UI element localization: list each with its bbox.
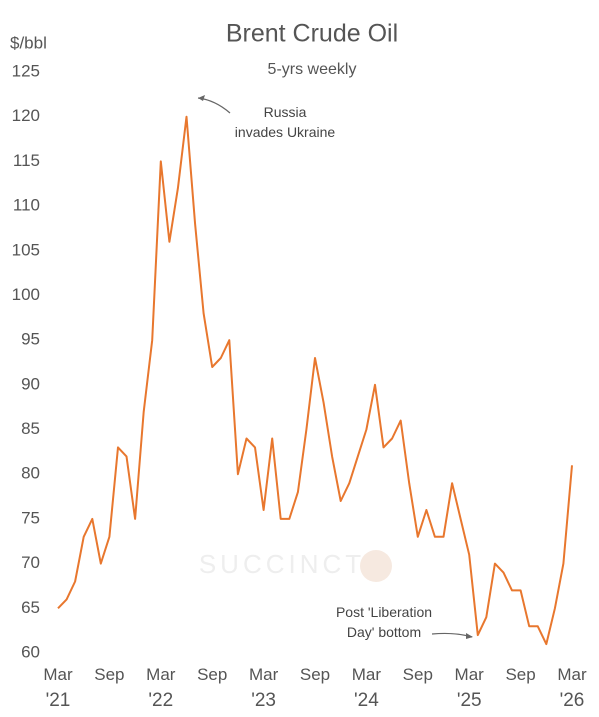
annotation: Post 'Liberation Day' bottom <box>336 604 432 640</box>
y-tick-label: 125 <box>12 61 40 80</box>
x-tick-label: Mar '22 <box>146 665 176 711</box>
y-axis-label: $/bbl <box>10 33 47 52</box>
watermark-logo <box>360 550 392 582</box>
x-tick-label: Sep <box>197 665 227 684</box>
x-tick-label: Mar '23 <box>249 665 279 711</box>
y-tick-label: 60 <box>21 642 40 661</box>
y-tick-label: 90 <box>21 374 40 393</box>
y-tick-label: 120 <box>12 106 40 125</box>
x-tick-label: Mar '21 <box>43 665 73 711</box>
y-tick-label: 110 <box>13 196 40 215</box>
x-tick-label: Mar '25 <box>455 665 485 711</box>
chart-title: Brent Crude Oil <box>226 20 398 48</box>
x-tick-label: Sep <box>94 665 124 684</box>
y-tick-label: 95 <box>21 330 40 349</box>
y-tick-label: 70 <box>21 553 40 572</box>
x-tick-label: Sep <box>300 665 330 684</box>
y-tick-label: 105 <box>12 240 40 259</box>
line-series <box>57 115 573 646</box>
y-tick-label: 80 <box>21 464 40 483</box>
y-tick-label: 75 <box>21 508 40 527</box>
watermark: SUCCINCT <box>199 549 365 579</box>
x-tick-label: Mar '24 <box>352 665 382 711</box>
chart-subtitle: 5-yrs weekly <box>268 61 357 78</box>
y-tick-label: 100 <box>12 285 40 304</box>
x-tick-label: Sep <box>505 665 535 684</box>
annotation-arrowhead <box>198 95 205 101</box>
y-tick-label: 65 <box>21 598 40 617</box>
y-tick-label: 85 <box>21 419 40 438</box>
x-tick-label: Sep <box>403 665 433 684</box>
annotation: Russia invades Ukraine <box>235 104 336 140</box>
annotation-arrowhead <box>466 633 473 639</box>
y-tick-label: 115 <box>13 151 40 170</box>
x-tick-label: Mar '26 <box>557 665 587 711</box>
